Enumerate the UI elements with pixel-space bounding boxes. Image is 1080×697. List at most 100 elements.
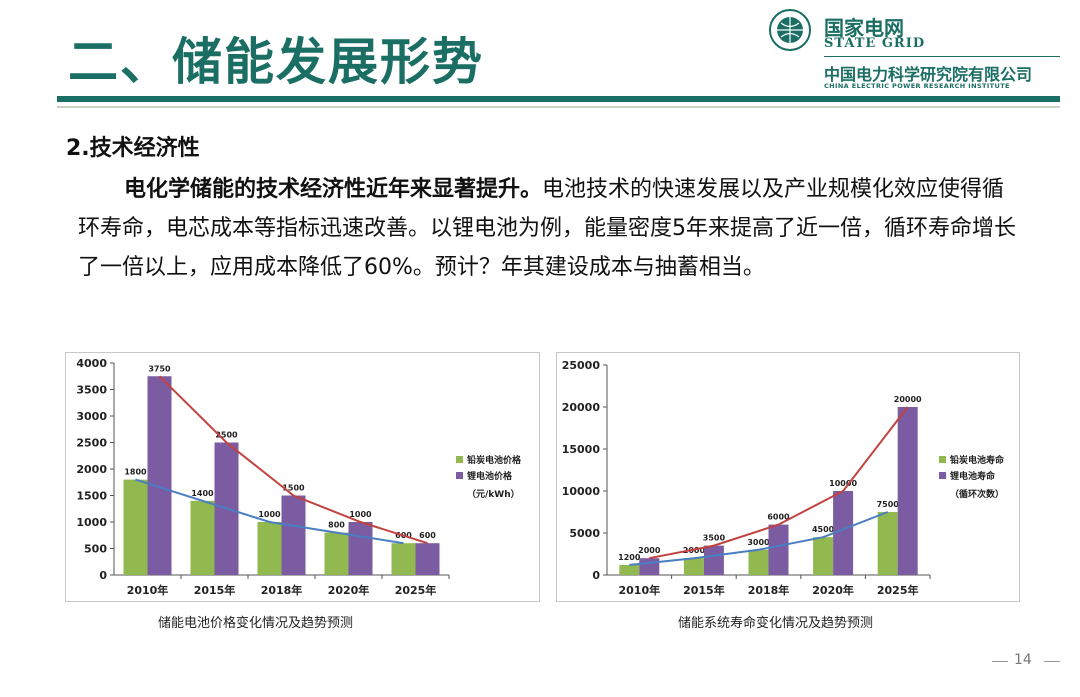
data-label: 2500 [215, 431, 238, 440]
bar-lead-carbon [877, 512, 898, 575]
legend-label: 铅炭电池价格 [467, 454, 522, 466]
legend-swatch [456, 456, 463, 463]
x-tick-label: 2010年 [618, 583, 660, 597]
x-tick-label: 2020年 [328, 583, 370, 597]
legend-swatch [939, 456, 946, 463]
bar-lead-carbon [683, 558, 704, 575]
state-grid-emblem-icon [769, 9, 811, 51]
unit-note: （元/kWh） [467, 489, 520, 500]
bar-lithium [147, 376, 172, 575]
x-tick-label: 2025年 [395, 583, 437, 597]
x-tick-label: 2020年 [812, 583, 854, 597]
x-tick-label: 2018年 [261, 583, 303, 597]
data-label: 1400 [191, 489, 214, 498]
data-label: 3750 [148, 364, 171, 373]
bar-lead-carbon [813, 537, 834, 575]
bar-lithium [639, 558, 660, 575]
y-tick-label: 0 [592, 569, 600, 582]
y-tick-label: 500 [84, 543, 107, 556]
bar-lithium [897, 407, 918, 575]
institute-name-cn: 中国电力科学研究院有限公司 [824, 65, 1033, 84]
legend-label: 锂电池价格 [467, 470, 513, 482]
data-label: 1000 [258, 510, 281, 519]
trend-line-lithium [158, 375, 428, 545]
data-label: 10000 [829, 479, 857, 488]
y-tick-label: 2500 [76, 437, 107, 450]
y-tick-label: 5000 [569, 527, 600, 540]
lifespan-chart-caption: 储能系统寿命变化情况及趋势预测 [678, 616, 874, 631]
data-label: 3000 [747, 538, 770, 547]
data-label: 4500 [812, 525, 835, 534]
x-tick-label: 2018年 [748, 583, 790, 597]
bar-lead-carbon [619, 564, 640, 575]
legend-swatch [939, 472, 946, 479]
y-tick-label: 1500 [76, 490, 107, 503]
y-tick-label: 3000 [76, 410, 107, 423]
paragraph-body: 电池技术的快速发展以及产业规模化效应使得循环寿命，电芯成本等指标迅速改善。以锂电… [78, 177, 1017, 280]
data-label: 1000 [349, 510, 372, 519]
trend-line-lead-carbon [629, 511, 889, 566]
data-label: 3500 [703, 534, 726, 543]
bar-lithium [281, 495, 306, 575]
footer-dash-right [1044, 661, 1060, 662]
y-tick-label: 2000 [76, 463, 107, 476]
bar-lithium [833, 491, 854, 575]
bar-lead-carbon [748, 549, 769, 575]
footer-dash-left [992, 661, 1008, 662]
price-chart: 0 500 1000 1500 2000 2500 3000 3500 4000 2010年 180… [65, 352, 540, 602]
header-rule-thick [57, 96, 1060, 102]
bar-lead-carbon [123, 479, 148, 575]
data-label: 7500 [877, 500, 900, 509]
legend-label: 铅炭电池寿命 [950, 454, 1005, 466]
body-paragraph: 电化学储能的技术经济性近年来显著提升。电池技术的快速发展以及产业规模化效应使得循… [78, 170, 1018, 287]
bar-lithium [768, 524, 789, 575]
brand-name-cn: 国家电网 [824, 16, 904, 40]
page-number: 14 [1014, 652, 1032, 668]
institute-name-en: CHINA ELECTRIC POWER RESEARCH INSTITUTE [824, 82, 1010, 90]
header-rule-thin [57, 106, 1060, 108]
data-label: 20000 [894, 395, 922, 404]
section-heading: 2.技术经济性 [66, 136, 200, 161]
unit-note: （循环次数） [950, 488, 1004, 500]
x-tick-label: 2010年 [127, 583, 169, 597]
brand-name-en: STATE GRID [824, 36, 926, 51]
data-label: 600 [419, 531, 436, 540]
bar-lead-carbon [257, 522, 282, 575]
data-label: 1500 [282, 484, 305, 493]
legend-label: 锂电池寿命 [950, 470, 996, 482]
bar-lithium [703, 545, 724, 575]
bar-lithium [415, 543, 440, 575]
paragraph-lead: 电化学储能的技术经济性近年来显著提升。 [124, 177, 543, 202]
data-label: 6000 [767, 513, 790, 522]
price-chart-svg: 0 500 1000 1500 2000 2500 3000 3500 4000 2010年 180… [76, 357, 522, 597]
y-tick-label: 15000 [562, 443, 601, 456]
logo-divider [824, 56, 1060, 57]
trend-line-lead-carbon [135, 478, 404, 545]
bar-lithium [348, 522, 373, 575]
y-tick-label: 20000 [562, 401, 601, 414]
y-tick-label: 3500 [76, 384, 107, 397]
data-label: 1200 [618, 553, 641, 562]
bar-lead-carbon [190, 500, 215, 575]
bar-lead-carbon [324, 532, 349, 575]
y-tick-label: 4000 [76, 357, 107, 370]
price-chart-caption: 储能电池价格变化情况及趋势预测 [158, 616, 354, 631]
data-label: 1800 [124, 468, 147, 477]
bar-lead-carbon [391, 543, 416, 575]
state-grid-logo: 国家电网 STATE GRID 中国电力科学研究院有限公司 CHINA ELEC… [768, 6, 1068, 90]
y-tick-label: 1000 [76, 516, 107, 529]
trend-line-lithium [649, 406, 909, 560]
y-tick-label: 25000 [562, 359, 601, 372]
x-tick-label: 2025年 [877, 583, 919, 597]
lifespan-chart-svg: 05000100001500020000250002010年1200200020… [562, 359, 1005, 597]
slide-title: 二、储能发展形势 [68, 33, 484, 91]
data-label: 800 [328, 521, 345, 530]
legend-swatch [456, 472, 463, 479]
data-label: 2000 [638, 546, 661, 555]
y-tick-label: 10000 [562, 485, 601, 498]
x-tick-label: 2015年 [194, 583, 236, 597]
lifespan-chart: 0 5000 10000 15000 20000 25000 2010年 1200 2000 20… [556, 352, 1020, 602]
x-tick-label: 2015年 [683, 583, 725, 597]
data-label: 2000 [683, 546, 706, 555]
y-tick-label: 0 [99, 569, 107, 582]
